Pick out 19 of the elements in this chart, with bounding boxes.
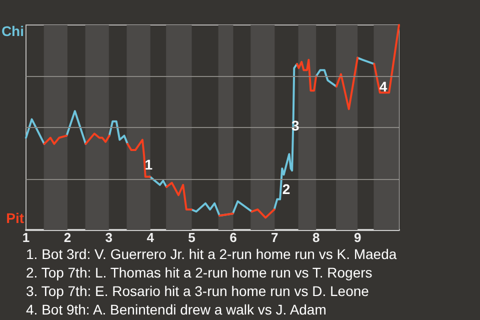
text: Pit [6,210,24,226]
text: 4. Bot 9th: A. Benintendi drew a walk vs J. Adam [26,302,326,318]
text: 3. Top 7th: E. Rosario hit a 3-run home run vs D. Leone [26,283,370,299]
annotation: 1 [144,156,153,172]
text: 2. Top 7th: L. Thomas hit a 2-run home run vs T. Rogers [26,264,372,280]
x-tick-label: 2 [64,230,72,245]
annotation: 4 [379,78,388,94]
annotation: 2 [282,181,290,197]
text: 1. Bot 3rd: V. Guerrero Jr. hit a 2-run home run vs K. Maeda [26,246,397,262]
x-tick-label: 3 [105,230,113,245]
x-tick-label: 9 [354,230,362,245]
x-tick-label: 8 [312,230,320,245]
text: Chi [1,23,24,39]
annotation: 3 [291,117,300,134]
x-tick-label: 6 [230,230,237,245]
x-tick-label: 1 [22,230,30,245]
x-tick-label: 7 [271,230,278,245]
x-tick-label: 5 [188,230,196,245]
x-tick-label: 4 [146,230,155,245]
